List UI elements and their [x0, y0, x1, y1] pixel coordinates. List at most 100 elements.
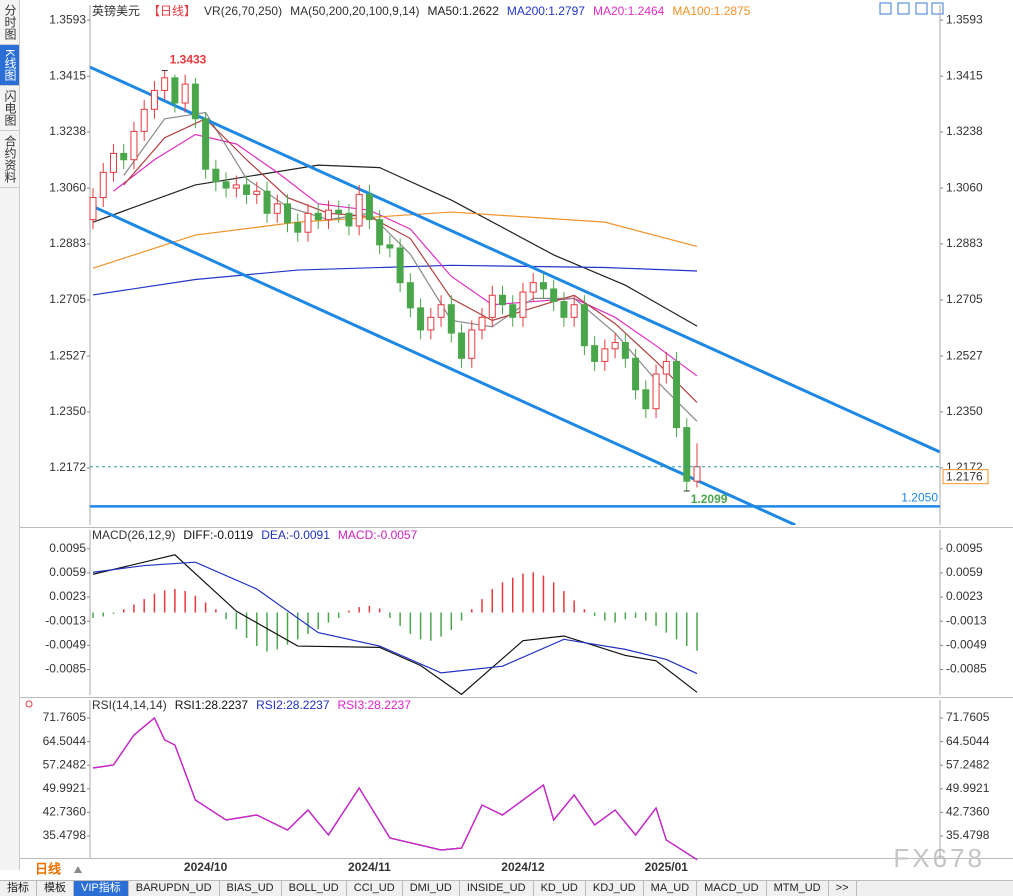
candle-body	[161, 77, 169, 91]
candle-body	[673, 360, 681, 429]
candle-body	[539, 282, 547, 290]
candle-body	[488, 294, 496, 318]
candle-body	[427, 316, 435, 331]
side-tab[interactable]: 闪电图	[0, 86, 19, 132]
candle-body	[509, 304, 517, 318]
candle-body	[253, 190, 261, 195]
y-tick-label: 57.2482	[946, 757, 990, 771]
y-tick-label: 1.2705	[946, 292, 983, 306]
bottom-tab[interactable]: VIP指标	[74, 881, 129, 896]
candle-body	[304, 212, 312, 233]
legend-entry: VR(26,70,250)	[204, 4, 282, 18]
legend-entry: RSI3:28.2237	[338, 698, 412, 712]
candle-body	[478, 316, 486, 331]
y-tick-label: 0.0023	[946, 589, 983, 603]
bottom-tab[interactable]: >>	[829, 881, 857, 896]
icon[interactable]	[931, 2, 944, 15]
y-tick-label: -0.0049	[946, 638, 987, 652]
icon[interactable]	[897, 2, 910, 15]
bottom-tab[interactable]: 指标	[0, 881, 37, 896]
candle-body	[570, 304, 578, 318]
y-tick-label: 64.5044	[43, 734, 87, 748]
bottom-tab[interactable]: 模板	[37, 881, 74, 896]
legend-entry: RSI2:28.2237	[256, 698, 330, 712]
bottom-tab[interactable]: KDJ_UD	[586, 881, 644, 896]
y-tick-label: 1.3415	[946, 68, 983, 82]
watermark: FX678	[893, 843, 985, 873]
bottom-tab[interactable]: KD_UD	[534, 881, 586, 896]
bottom-tab[interactable]: BARUPDN_UD	[129, 881, 220, 896]
bottom-tab[interactable]: MACD_UD	[697, 881, 767, 896]
candle-body	[417, 307, 425, 331]
y-tick-label: 1.2883	[49, 236, 86, 250]
candle-body	[150, 89, 158, 110]
y-tick-label: 0.0095	[946, 541, 983, 555]
candle-body	[642, 389, 650, 410]
candle-body	[621, 342, 629, 359]
series-line	[123, 111, 698, 422]
y-tick-label: 1.3060	[49, 180, 86, 194]
side-tab[interactable]: 合约资料	[0, 131, 19, 189]
trend-line	[90, 65, 940, 454]
bottom-tab[interactable]: CCI_UD	[347, 881, 403, 896]
last-price-box	[942, 469, 989, 485]
icon[interactable]	[915, 2, 928, 15]
legend-entry: MA100:1.2875	[672, 4, 750, 18]
y-tick-label: -0.0049	[45, 638, 86, 652]
candle-body	[662, 360, 670, 375]
y-tick-label: 1.2527	[49, 348, 86, 362]
x-tick-label: 2024/11	[348, 860, 391, 874]
y-tick-label: 1.3593	[49, 12, 86, 26]
x-tick-label: 2024/10	[184, 860, 228, 874]
candle-body	[529, 282, 537, 293]
candle-body	[632, 357, 640, 391]
period-arrow[interactable]	[74, 866, 82, 873]
legend-entry: MA(50,200,20,100,9,14)	[290, 4, 419, 18]
y-tick-label: 35.4798	[43, 828, 87, 842]
y-tick-label: 49.9921	[43, 781, 87, 795]
bottom-tab[interactable]: INSIDE_UD	[460, 881, 534, 896]
high-label: 1.3433	[170, 53, 207, 67]
candle-body	[498, 294, 506, 306]
side-tab[interactable]: 分时图	[0, 0, 19, 45]
y-tick-label: 1.2705	[49, 292, 86, 306]
candle-body	[294, 222, 302, 233]
candle-body	[171, 77, 179, 104]
bottom-tab[interactable]: BIAS_UD	[220, 881, 282, 896]
candle-body	[591, 345, 599, 362]
x-tick-label: 2025/01	[645, 860, 689, 874]
candle-body	[140, 108, 148, 132]
bottom-tab[interactable]: BOLL_UD	[282, 881, 347, 896]
candle-body	[468, 329, 476, 359]
y-tick-label: -0.0085	[45, 662, 86, 676]
candle-body	[601, 348, 609, 362]
candle-body	[232, 184, 240, 189]
candle-body	[611, 342, 619, 350]
candle-body	[386, 244, 394, 249]
y-tick-label: 0.0023	[49, 589, 86, 603]
bottom-tab[interactable]: DMI_UD	[403, 881, 460, 896]
y-tick-label: 1.3238	[49, 124, 86, 138]
candle-body	[560, 301, 568, 318]
bottom-tab[interactable]: MA_UD	[644, 881, 698, 896]
y-tick-label: 1.2172	[49, 460, 86, 474]
candle-body	[683, 427, 691, 482]
legend-entry: MACD:-0.0057	[338, 528, 418, 542]
icon[interactable]	[879, 2, 892, 15]
side-tab[interactable]: K线图	[0, 45, 19, 87]
toolbar-icons[interactable]	[879, 2, 944, 15]
legend-entry: MA50:1.2622	[428, 4, 500, 18]
candle-body	[202, 118, 210, 170]
candle-body	[365, 193, 373, 221]
support-label: 1.2050	[901, 491, 938, 505]
candle-body	[652, 373, 660, 410]
candle-body	[120, 152, 128, 161]
candle-body	[222, 181, 230, 189]
y-tick-label: 1.3238	[946, 124, 983, 138]
settings-icon[interactable]	[25, 700, 33, 708]
period-selector[interactable]: 日线	[35, 861, 61, 876]
candle-body	[406, 282, 414, 309]
candle-body	[447, 304, 455, 334]
bottom-tab[interactable]: MTM_UD	[767, 881, 829, 896]
